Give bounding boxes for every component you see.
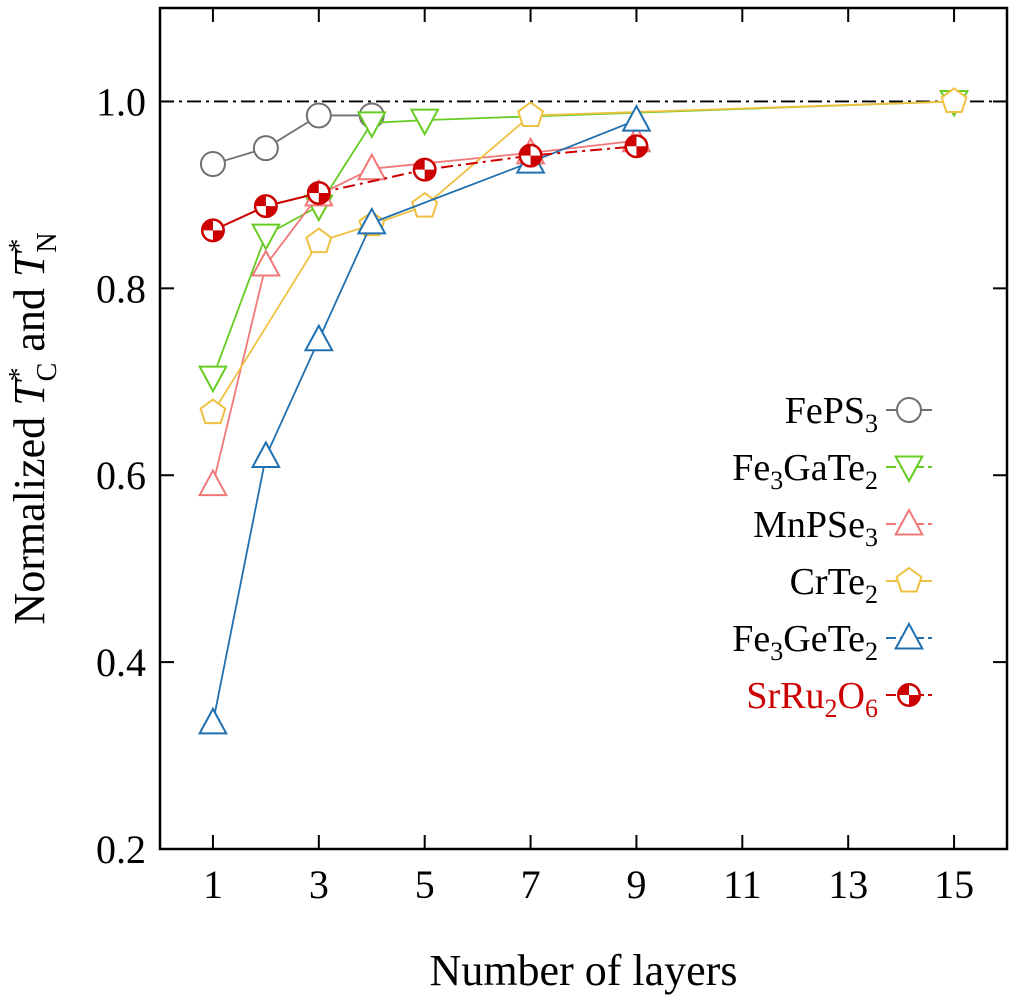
series-FePS3: [199, 102, 385, 178]
legend-marker: [894, 455, 924, 484]
legend-marker: [894, 507, 924, 536]
legend-entry: MnPSe3: [753, 504, 932, 552]
series-SrRu2O6: [200, 134, 649, 243]
y-tick-label: 0.8: [96, 266, 146, 311]
series-CrTe2: [199, 87, 968, 425]
legend-label: Fe3GaTe2: [732, 447, 878, 495]
data-point: [306, 181, 331, 206]
x-tick-label: 9: [626, 862, 646, 907]
x-tick-label: 3: [309, 862, 329, 907]
data-point: [356, 206, 387, 235]
data-point: [356, 152, 387, 181]
data-point: [197, 468, 228, 497]
x-tick-label: 11: [723, 862, 762, 907]
data-point: [197, 706, 228, 735]
x-tick-label: 5: [415, 862, 435, 907]
x-tick-label: 15: [934, 862, 974, 907]
legend-marker: [894, 621, 924, 650]
legend: FePS3 Fe3GaTe2 MnPSe3 CrTe2 Fe3GeTe2 SrRu2O6: [732, 390, 932, 723]
data-point: [252, 135, 279, 162]
data-point: [250, 248, 281, 277]
legend-marker: [895, 566, 923, 593]
data-point: [517, 101, 545, 127]
series-line: [212, 119, 637, 724]
series-line: [212, 100, 955, 414]
x-axis-title: Number of layers: [430, 946, 738, 995]
legend-entry: Fe3GeTe2: [732, 618, 932, 666]
series-MnPSe3: [197, 124, 652, 497]
legend-marker: [897, 683, 921, 707]
series-Fe3GeTe2: [197, 104, 652, 735]
legend-marker: [896, 397, 922, 423]
ticks-layer: 1 3 5 7 9 11 13 150.20.40.60.81.0: [96, 8, 1007, 907]
data-point: [409, 108, 440, 137]
series-line-dashdot: [318, 145, 637, 194]
data-point: [412, 157, 437, 182]
y-tick-label: 1.0: [96, 79, 146, 124]
series-line: [212, 114, 372, 165]
data-point: [303, 323, 334, 352]
y-axis-title: Normalized T*C and T*N: [4, 232, 63, 624]
legend-label: Fe3GeTe2: [732, 618, 878, 666]
data-point: [624, 134, 649, 159]
x-tick-label: 1: [203, 862, 223, 907]
legend-entry: CrTe2: [790, 561, 932, 609]
y-tick-label: 0.2: [96, 827, 146, 872]
data-point: [518, 143, 543, 168]
data-point: [253, 194, 278, 219]
legend-entry: SrRu2O6: [746, 675, 932, 723]
data-point: [199, 151, 226, 178]
x-tick-label: 7: [521, 862, 541, 907]
plot-frame: [158, 6, 1009, 851]
data-point: [940, 87, 968, 113]
legend-entry: FePS3: [785, 390, 932, 438]
legend-label: FePS3: [785, 390, 878, 438]
data-point: [250, 223, 281, 252]
data-point: [356, 111, 387, 140]
data-point: [411, 191, 439, 218]
data-point: [305, 227, 333, 254]
x-tick-label: 13: [828, 862, 868, 907]
legend-label: SrRu2O6: [746, 675, 878, 723]
data-point: [197, 365, 228, 394]
data-point: [200, 218, 225, 243]
data-point: [250, 440, 281, 469]
y-tick-label: 0.6: [96, 453, 146, 498]
data-point: [199, 398, 227, 425]
series-line: [212, 139, 637, 485]
series-line: [212, 100, 955, 378]
legend-label: MnPSe3: [753, 504, 878, 552]
data-point: [621, 104, 652, 132]
legend-label: CrTe2: [790, 561, 878, 609]
legend-entry: Fe3GaTe2: [732, 447, 932, 495]
series-layer: [197, 87, 970, 735]
y-tick-label: 0.4: [96, 640, 146, 685]
data-point: [305, 102, 332, 129]
